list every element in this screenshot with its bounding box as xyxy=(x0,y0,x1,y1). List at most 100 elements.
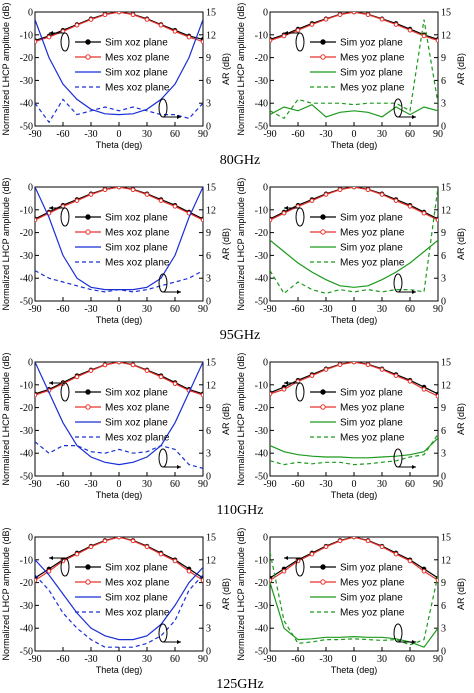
legend-marker xyxy=(320,564,326,570)
x-tick-label: -30 xyxy=(84,479,97,490)
y-right-tick-label: 6 xyxy=(206,251,211,262)
series-marker-red xyxy=(102,362,108,368)
legend-label: Sim yoz plane xyxy=(340,243,403,254)
y-left-tick-label: -30 xyxy=(255,601,268,612)
series-line-black-left xyxy=(35,12,203,42)
annotation-arrowhead xyxy=(49,206,53,210)
series-line-green-right xyxy=(270,239,438,288)
legend-label: Sim xoz plane xyxy=(105,563,168,574)
legend-marker xyxy=(320,389,326,395)
series-marker-red xyxy=(365,362,371,368)
series-marker-red xyxy=(144,17,150,22)
series-marker-red xyxy=(323,544,329,550)
y-right-tick-label: 15 xyxy=(441,358,451,369)
x-tick-label: -30 xyxy=(319,304,332,315)
series-marker-red xyxy=(144,192,150,197)
y-left-tick-label: -30 xyxy=(255,76,268,87)
y-right-tick-label: 6 xyxy=(441,601,446,612)
y-left-tick-label: -40 xyxy=(255,274,268,285)
series-marker-red xyxy=(130,187,136,193)
series-marker-red xyxy=(379,192,385,197)
x-tick-label: -30 xyxy=(319,479,332,490)
y-right-tick-label: 12 xyxy=(441,205,451,216)
y-left-axis-label: Normalized LHCP amplitude (dB) xyxy=(236,178,246,311)
y-left-axis-label: Normalized LHCP amplitude (dB) xyxy=(236,353,246,486)
series-marker-red xyxy=(116,12,122,15)
y-right-tick-label: 12 xyxy=(206,205,216,216)
series-marker-red xyxy=(116,362,122,365)
x-tick-label: 60 xyxy=(170,479,180,490)
x-tick-label: -90 xyxy=(263,654,276,665)
annotation-arrowhead xyxy=(284,556,288,560)
legend-label: Sim xoz plane xyxy=(105,388,168,399)
legend-label: Mes xoz plane xyxy=(105,578,170,589)
y-right-tick-label: 0 xyxy=(441,122,446,133)
series-marker-red xyxy=(309,373,315,378)
series-marker-red xyxy=(393,198,399,203)
legend-label: Mes yoz plane xyxy=(340,258,405,269)
x-tick-label: -90 xyxy=(28,479,41,490)
x-tick-label: 90 xyxy=(198,129,208,140)
y-left-tick-label: -50 xyxy=(20,297,33,308)
y-right-tick-label: 9 xyxy=(441,53,446,64)
series-marker-red xyxy=(309,551,315,557)
x-tick-label: 30 xyxy=(377,654,387,665)
legend-label: Mes yoz plane xyxy=(340,83,405,94)
x-tick-label: 0 xyxy=(117,304,122,315)
y-right-tick-label: 6 xyxy=(441,426,446,437)
series-line-green-right xyxy=(270,19,438,120)
series-marker-red xyxy=(337,187,343,193)
series-marker-red xyxy=(200,578,203,583)
annotation-arrowhead xyxy=(49,381,53,385)
y-right-tick-label: 3 xyxy=(206,624,211,635)
annotation-oval xyxy=(158,448,168,468)
y-right-tick-label: 12 xyxy=(441,380,451,391)
x-tick-label: 30 xyxy=(377,479,387,490)
series-marker-red xyxy=(435,38,438,43)
x-tick-label: -30 xyxy=(319,129,332,140)
y-right-axis-label: AR (dB) xyxy=(221,228,231,260)
y-left-tick-label: 0 xyxy=(263,358,268,369)
x-tick-label: -60 xyxy=(56,304,69,315)
y-left-tick-label: -10 xyxy=(20,205,33,216)
y-left-tick-label: -20 xyxy=(255,578,268,589)
legend-label: Mes xoz plane xyxy=(105,83,170,94)
series-marker-red xyxy=(407,27,413,33)
annotation-arrowhead xyxy=(177,640,181,644)
series-marker-red xyxy=(270,391,273,397)
series-marker-red xyxy=(35,392,38,398)
annotation-arrowhead xyxy=(412,640,416,644)
series-line-red-left xyxy=(35,537,203,581)
series-marker-red xyxy=(74,551,80,557)
annotation-oval xyxy=(60,32,70,52)
series-marker-red xyxy=(102,538,108,544)
legend-label: Sim yoz plane xyxy=(340,563,403,574)
y-right-tick-label: 0 xyxy=(441,472,446,483)
legend-label: Mes xoz plane xyxy=(105,608,170,619)
x-tick-label: 60 xyxy=(170,654,180,665)
x-tick-label: -30 xyxy=(84,129,97,140)
y-left-tick-label: 0 xyxy=(263,8,268,19)
y-right-tick-label: 9 xyxy=(206,403,211,414)
x-tick-label: 90 xyxy=(198,654,208,665)
series-marker-red xyxy=(270,217,273,223)
y-left-tick-label: -40 xyxy=(255,99,268,110)
y-right-tick-label: 6 xyxy=(206,76,211,87)
y-left-axis-label: Normalized LHCP amplitude (dB) xyxy=(1,353,11,486)
series-marker-red xyxy=(309,22,315,27)
annotation-arrowhead xyxy=(177,115,181,119)
y-left-tick-label: -20 xyxy=(255,228,268,239)
y-right-tick-label: 3 xyxy=(441,99,446,110)
x-axis-label: Theta (deg) xyxy=(96,490,143,500)
series-marker-red xyxy=(281,568,287,574)
y-right-tick-label: 12 xyxy=(441,30,451,41)
legend-marker xyxy=(320,54,326,60)
x-tick-label: 90 xyxy=(198,479,208,490)
series-marker-red xyxy=(172,204,178,209)
x-tick-label: -60 xyxy=(56,479,69,490)
x-tick-label: 30 xyxy=(142,654,152,665)
legend-marker xyxy=(85,404,91,410)
annotation-oval xyxy=(295,207,305,227)
